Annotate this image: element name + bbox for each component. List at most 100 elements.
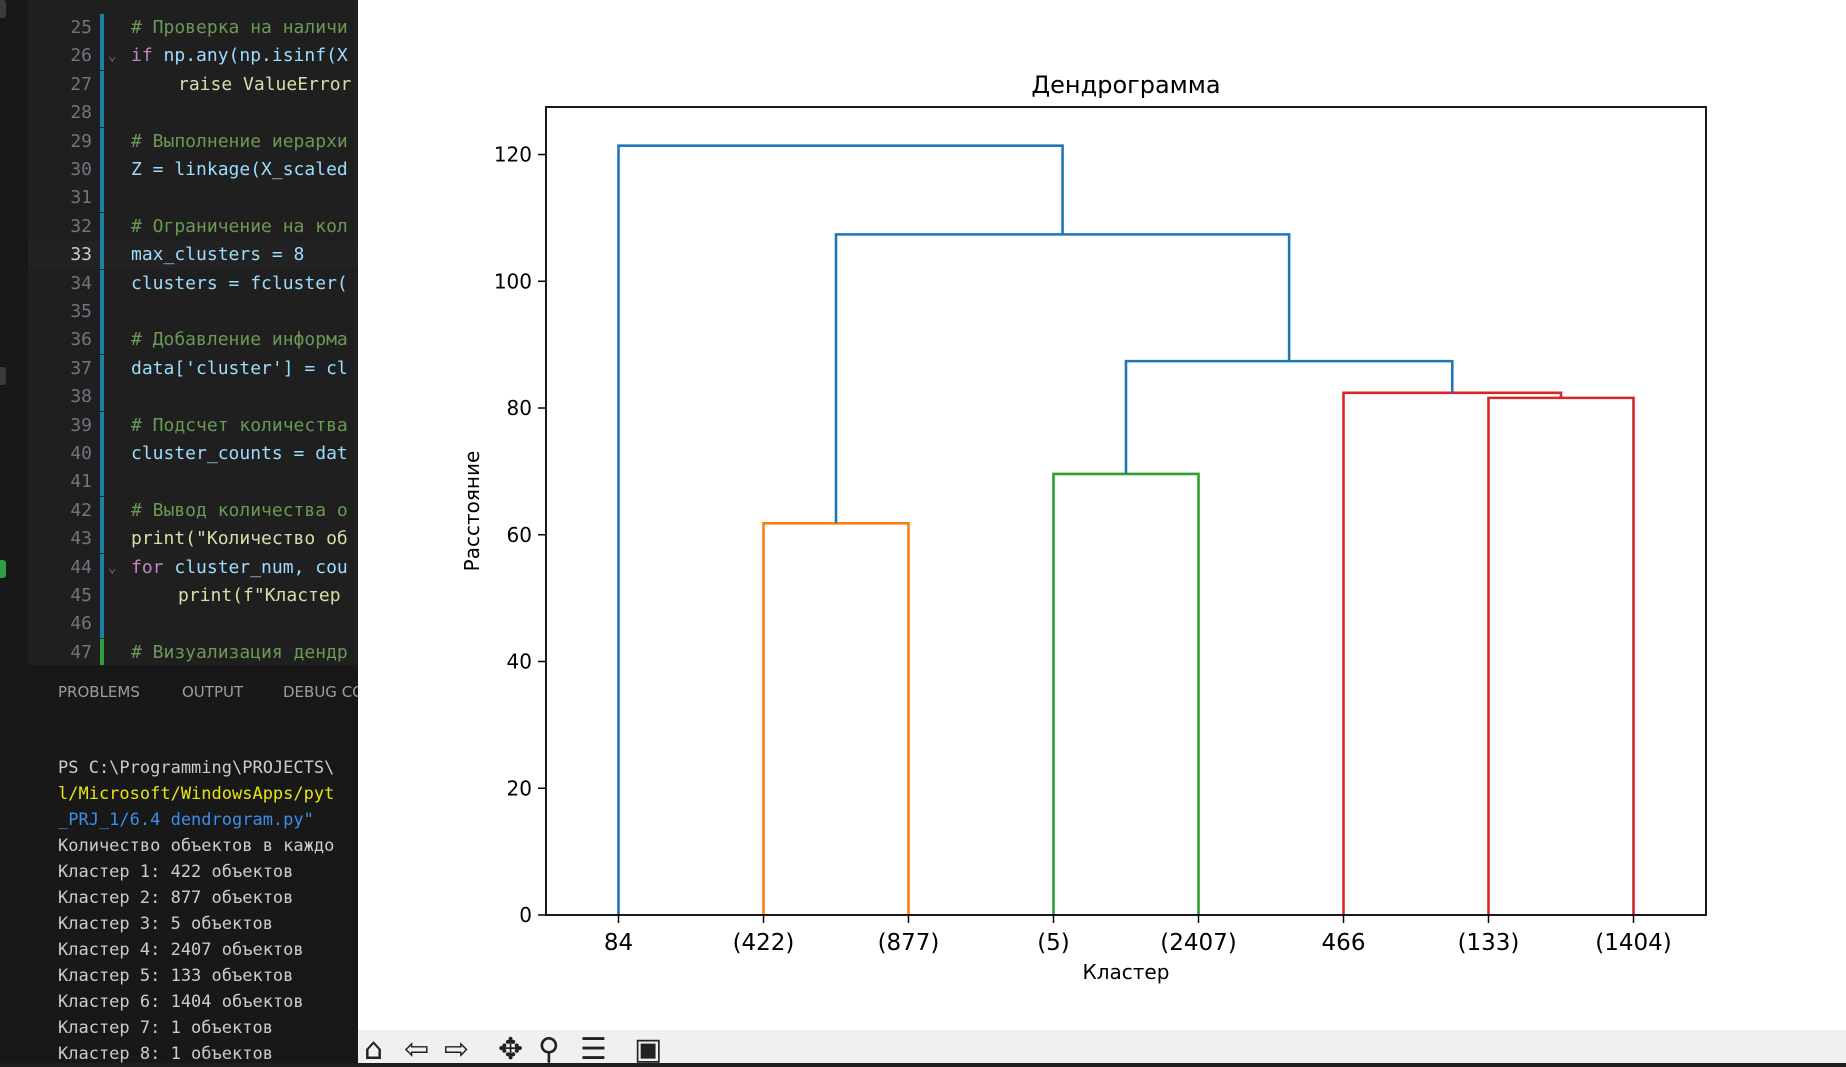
dendrogram-link bbox=[762, 522, 910, 915]
tab-problems[interactable]: PROBLEMS bbox=[58, 683, 140, 701]
terminal-line: Кластер 3: 5 объектов bbox=[58, 914, 273, 934]
code-line[interactable]: 43 print("Количество об bbox=[28, 525, 358, 554]
gutter-change-marker bbox=[100, 638, 104, 665]
code-line[interactable]: 25 # Проверка на наличи bbox=[28, 14, 358, 42]
code-line[interactable]: 44 ⌄ for cluster_num, cou bbox=[28, 553, 358, 582]
configure-icon[interactable]: ☰ bbox=[580, 1032, 607, 1067]
code-rest: np.any(np.isinf(X bbox=[163, 45, 348, 67]
tab-output[interactable]: OUTPUT bbox=[182, 683, 244, 701]
code-text: Z = linkage(X_scaled bbox=[131, 159, 348, 180]
code-line[interactable]: 29 # Выполнение иерархи bbox=[28, 127, 358, 156]
code-line[interactable]: 39 # Подсчет количества bbox=[28, 411, 358, 440]
code-line[interactable]: 40 cluster_counts = dat bbox=[28, 440, 358, 468]
code-line[interactable]: 38 bbox=[28, 383, 358, 412]
line-number: 44 bbox=[70, 556, 92, 578]
line-number: 33 bbox=[70, 244, 92, 266]
code-line[interactable]: 31 bbox=[28, 184, 358, 213]
gutter-change-marker bbox=[100, 184, 104, 213]
code-line[interactable]: 35 bbox=[28, 298, 358, 326]
gutter-change-marker bbox=[100, 14, 104, 42]
code-line[interactable]: 30 Z = linkage(X_scaled bbox=[28, 156, 358, 184]
gutter-change-marker bbox=[100, 70, 104, 99]
code-text: print(f"Кластер bbox=[178, 585, 352, 606]
line-number: 34 bbox=[70, 272, 92, 294]
code-line[interactable]: 26 ⌄ if np.any(np.isinf(X bbox=[28, 42, 358, 71]
code-line[interactable]: 34 clusters = fcluster( bbox=[28, 269, 358, 298]
code-text: for cluster_num, cou bbox=[131, 554, 348, 582]
home-icon[interactable]: ⌂ bbox=[364, 1032, 384, 1067]
terminal-line: Кластер 6: 1404 объектов bbox=[58, 992, 304, 1012]
line-number: 38 bbox=[70, 386, 92, 408]
dendrogram-link bbox=[1342, 391, 1563, 915]
code-line[interactable]: 37 data['cluster'] = cl bbox=[28, 354, 358, 383]
figure-toolbar: ⌂ ⇦ ⇨ ✥ ⚲ ☰ ▣ bbox=[358, 1030, 1846, 1067]
code-line[interactable]: 32 # Ограничение на кол bbox=[28, 212, 358, 241]
terminal-line: Кластер 4: 2407 объектов bbox=[58, 940, 304, 960]
code-line[interactable]: 42 # Вывод количества о bbox=[28, 496, 358, 525]
code-text: print("Количество об bbox=[131, 528, 348, 550]
code-line[interactable]: 33 max_clusters = 8 bbox=[28, 241, 358, 270]
line-number: 41 bbox=[70, 471, 92, 493]
gutter-change-marker bbox=[100, 241, 104, 270]
line-number: 46 bbox=[70, 613, 92, 635]
code-line[interactable]: 28 bbox=[28, 99, 358, 128]
x-tick-label: (133) bbox=[1458, 930, 1520, 956]
y-tick-label: 20 bbox=[507, 776, 532, 800]
dendrogram-link bbox=[1487, 396, 1635, 915]
y-tick-label: 60 bbox=[507, 523, 532, 547]
code-line[interactable]: 46 bbox=[28, 610, 358, 639]
gutter-change-marker bbox=[100, 440, 104, 468]
code-text: # Визуализация дендр bbox=[131, 641, 348, 663]
keyword: if bbox=[131, 45, 164, 67]
terminal-line: Кластер 7: 1 объектов bbox=[58, 1018, 273, 1038]
forward-icon[interactable]: ⇨ bbox=[444, 1032, 470, 1067]
pan-icon[interactable]: ✥ bbox=[498, 1032, 524, 1067]
code-text: cluster_counts = dat bbox=[131, 443, 348, 464]
line-number: 42 bbox=[70, 499, 92, 521]
code-line[interactable]: 41 bbox=[28, 468, 358, 497]
fold-chevron-icon[interactable]: ⌄ bbox=[108, 48, 117, 65]
line-number: 32 bbox=[70, 215, 92, 237]
code-line[interactable]: 47 # Визуализация дендр bbox=[28, 638, 358, 665]
dendrogram-chart: 0 20 40 60 80 100 120 84 (422) (877) (5) (2407) 466 (… bbox=[460, 71, 1707, 984]
zoom-icon[interactable]: ⚲ bbox=[538, 1032, 560, 1067]
line-number: 29 bbox=[70, 130, 92, 152]
terminal-line: Кластер 1: 422 объектов bbox=[58, 862, 294, 882]
gutter-change-marker bbox=[100, 411, 104, 440]
gutter-change-marker bbox=[100, 156, 104, 184]
code-line[interactable]: 45 print(f"Кластер bbox=[28, 582, 358, 610]
save-icon[interactable]: ▣ bbox=[634, 1032, 663, 1067]
y-tick-label: 120 bbox=[494, 143, 532, 167]
fold-chevron-icon[interactable]: ⌄ bbox=[108, 559, 117, 576]
line-number: 30 bbox=[70, 159, 92, 180]
code-text: # Подсчет количества bbox=[131, 414, 348, 436]
line-number: 36 bbox=[70, 329, 92, 351]
back-icon[interactable]: ⇦ bbox=[404, 1032, 430, 1067]
line-number: 26 bbox=[70, 45, 92, 67]
terminal-line: l/Microsoft/WindowsApps/pyt bbox=[58, 784, 335, 804]
line-number: 39 bbox=[70, 414, 92, 436]
y-tick-label: 100 bbox=[494, 269, 532, 293]
gutter-change-marker bbox=[100, 298, 104, 326]
y-tick-label: 0 bbox=[519, 903, 532, 927]
keyword: for bbox=[131, 556, 175, 578]
x-tick-label: 466 bbox=[1322, 930, 1366, 956]
gutter-change-marker bbox=[100, 610, 104, 639]
code-editor[interactable]: 25 # Проверка на наличи 26 ⌄ if np.any(np.is… bbox=[0, 0, 358, 665]
code-line[interactable]: 27 raise ValueError bbox=[28, 70, 358, 99]
gutter-change-marker bbox=[100, 326, 104, 355]
y-axis-label: Расстояние bbox=[460, 451, 484, 572]
chart-title: Дендрограмма bbox=[1031, 71, 1220, 99]
code-line[interactable]: 36 # Добавление информа bbox=[28, 326, 358, 355]
terminal-line: Кластер 2: 877 объектов bbox=[58, 888, 294, 908]
gutter-change-marker bbox=[100, 468, 104, 497]
line-number: 31 bbox=[70, 187, 92, 209]
line-number: 28 bbox=[70, 102, 92, 124]
code-rest: cluster_num, cou bbox=[174, 556, 348, 578]
tab-debug-console[interactable]: DEBUG CON bbox=[283, 683, 358, 701]
gutter-change-marker bbox=[100, 99, 104, 128]
x-tick-label: (5) bbox=[1037, 930, 1070, 956]
gutter-change-marker bbox=[100, 269, 104, 298]
line-number: 27 bbox=[70, 73, 92, 95]
activity-bar-edge bbox=[0, 0, 28, 665]
